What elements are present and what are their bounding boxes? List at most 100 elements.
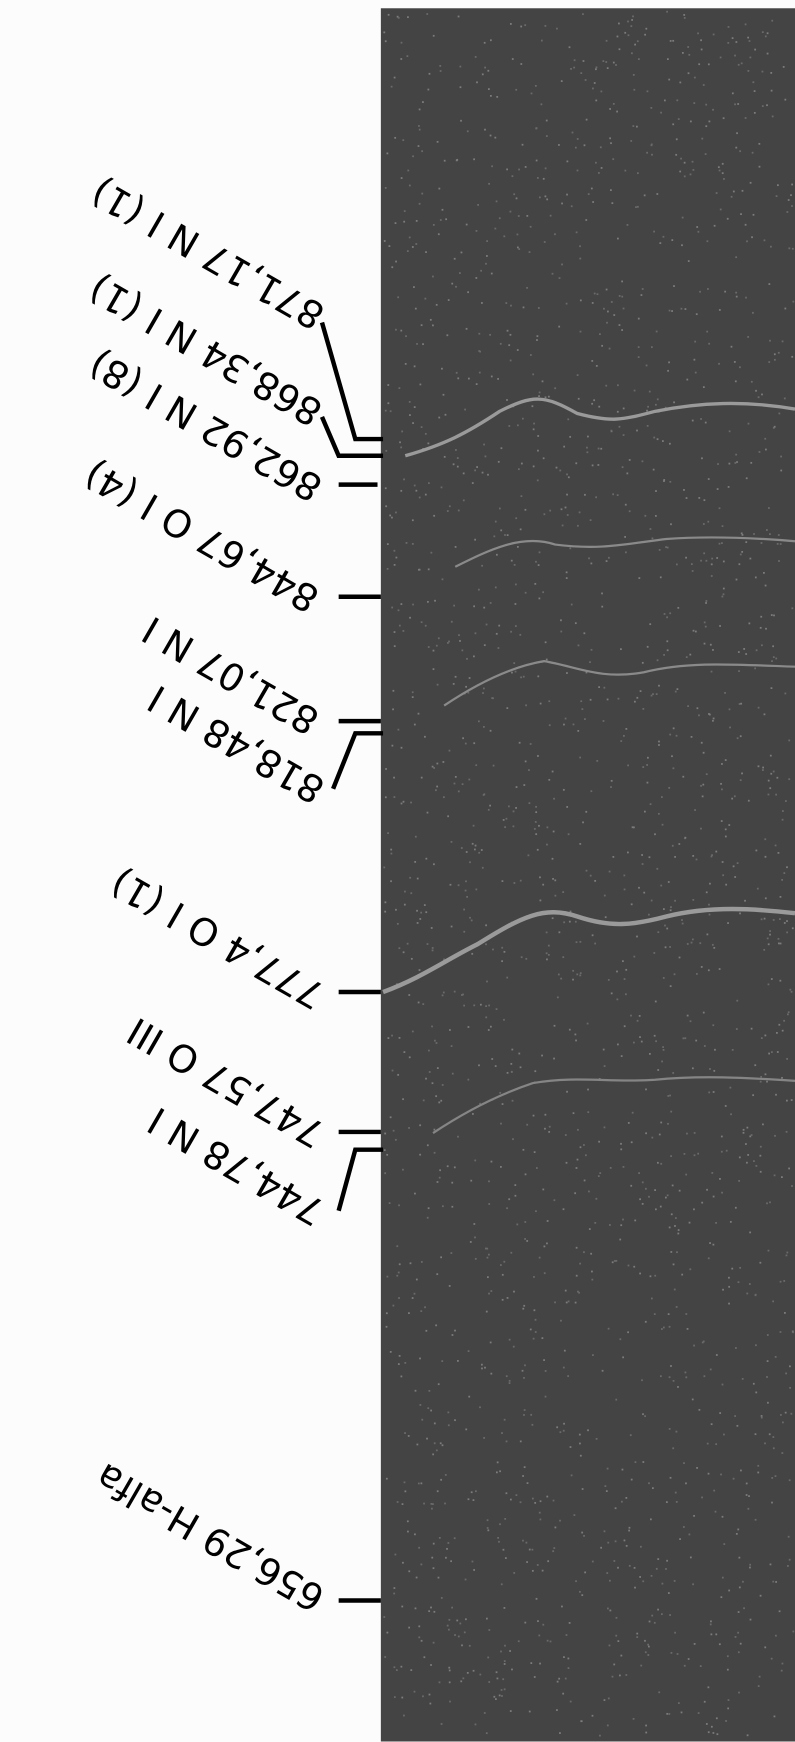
noise-dot <box>599 333 601 335</box>
noise-dot <box>677 1386 679 1388</box>
noise-dot <box>488 1629 490 1631</box>
noise-dot <box>396 1669 398 1671</box>
noise-dot <box>522 1540 524 1542</box>
noise-dot <box>536 127 538 129</box>
noise-dot <box>684 17 686 19</box>
noise-dot <box>516 1494 518 1496</box>
noise-dot <box>708 1731 710 1733</box>
noise-dot <box>398 609 400 611</box>
noise-dot <box>399 1355 401 1357</box>
noise-dot <box>692 899 694 901</box>
noise-dot <box>625 728 627 730</box>
noise-dot <box>397 296 399 298</box>
noise-dot <box>478 589 480 591</box>
noise-dot <box>639 1036 641 1038</box>
noise-dot <box>606 560 608 562</box>
noise-dot <box>545 1114 547 1116</box>
noise-dot <box>442 761 444 763</box>
noise-dot <box>754 1064 756 1066</box>
noise-dot <box>467 1672 469 1674</box>
noise-dot <box>488 88 490 90</box>
noise-dot <box>663 1049 665 1051</box>
noise-dot <box>490 730 492 732</box>
noise-dot <box>609 871 611 873</box>
noise-dot <box>507 534 509 536</box>
noise-dot <box>525 761 527 763</box>
noise-dot <box>402 1503 404 1505</box>
noise-dot <box>685 1174 687 1176</box>
noise-dot <box>700 785 702 787</box>
noise-dot <box>694 341 696 343</box>
noise-dot <box>671 310 673 312</box>
noise-dot <box>655 1040 657 1042</box>
noise-dot <box>493 1696 495 1698</box>
noise-dot <box>764 713 766 715</box>
noise-dot <box>432 1453 434 1455</box>
noise-dot <box>577 138 579 140</box>
noise-dot <box>676 564 678 566</box>
noise-dot <box>755 577 757 579</box>
noise-dot <box>713 1196 715 1198</box>
noise-dot <box>583 1144 585 1146</box>
noise-dot <box>450 1252 452 1254</box>
noise-dot <box>537 335 539 337</box>
noise-dot <box>485 263 487 265</box>
noise-dot <box>516 786 518 788</box>
noise-dot <box>753 214 755 216</box>
noise-dot <box>459 1623 461 1625</box>
noise-dot <box>414 861 416 863</box>
noise-dot <box>385 410 387 412</box>
noise-dot <box>432 947 434 949</box>
noise-dot <box>526 1561 528 1563</box>
noise-dot <box>541 1055 543 1057</box>
noise-dot <box>549 1126 551 1128</box>
noise-dot <box>538 395 540 397</box>
noise-dot <box>487 1527 489 1529</box>
noise-dot <box>390 849 392 851</box>
noise-dot <box>683 489 685 491</box>
noise-dot <box>510 305 512 307</box>
noise-dot <box>681 1712 683 1714</box>
noise-dot <box>720 1596 722 1598</box>
noise-dot <box>719 543 721 545</box>
noise-dot <box>753 1383 755 1385</box>
noise-dot <box>407 16 409 18</box>
noise-dot <box>586 451 588 453</box>
noise-dot <box>461 649 463 651</box>
noise-dot <box>414 1293 416 1295</box>
noise-dot <box>384 240 386 242</box>
noise-dot <box>622 960 624 962</box>
noise-dot <box>586 119 588 121</box>
noise-dot <box>476 383 478 385</box>
noise-dot <box>491 376 493 378</box>
noise-dot <box>543 457 545 459</box>
noise-dot <box>511 1049 513 1051</box>
noise-dot <box>631 1141 633 1143</box>
noise-dot <box>522 1475 524 1477</box>
noise-dot <box>712 109 714 111</box>
noise-dot <box>537 1620 539 1622</box>
noise-dot <box>533 1276 535 1278</box>
noise-dot <box>638 887 640 889</box>
noise-dot <box>470 1180 472 1182</box>
noise-dot <box>437 684 439 686</box>
noise-dot <box>532 405 534 407</box>
noise-dot <box>545 641 547 643</box>
noise-dot <box>449 1285 451 1287</box>
noise-dot <box>692 1067 694 1069</box>
noise-dot <box>423 1100 425 1102</box>
noise-dot <box>515 603 517 605</box>
noise-dot <box>685 1482 687 1484</box>
noise-dot <box>419 1124 421 1126</box>
noise-dot <box>719 1643 721 1645</box>
noise-dot <box>579 757 581 759</box>
noise-dot <box>627 1331 629 1333</box>
noise-dot <box>418 1636 420 1638</box>
noise-dot <box>400 330 402 332</box>
noise-dot <box>506 977 508 979</box>
noise-dot <box>416 910 418 912</box>
noise-dot <box>693 1345 695 1347</box>
noise-dot <box>534 1309 536 1311</box>
noise-dot <box>569 547 571 549</box>
noise-dot <box>433 1611 435 1613</box>
